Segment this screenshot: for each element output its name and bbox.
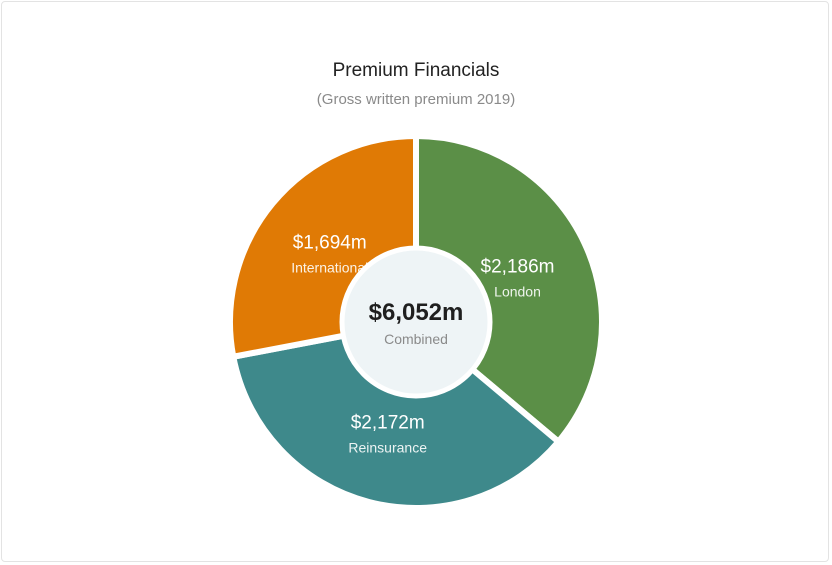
slice-value-label-international: $1,694m bbox=[293, 233, 367, 254]
slice-labels-group: $2,186m London $2,172m Reinsurance $1,694m In… bbox=[291, 233, 554, 456]
center-total-label: Combined bbox=[384, 331, 448, 347]
chart-subtitle: (Gross written premium 2019) bbox=[316, 91, 516, 108]
slice-name-label-reinsurance: Reinsurance bbox=[348, 439, 427, 455]
slice-name-label-london: London bbox=[494, 284, 541, 300]
slice-value-label-reinsurance: $2,172m bbox=[351, 412, 425, 433]
center-hub bbox=[339, 245, 493, 399]
slice-london[interactable] bbox=[413, 133, 605, 445]
slice-value-label-london: $2,186m bbox=[481, 257, 555, 278]
chart-title: Premium Financials bbox=[332, 60, 500, 81]
center-total-value: $6,052m bbox=[369, 299, 464, 326]
slice-reinsurance[interactable] bbox=[230, 319, 562, 511]
slice-name-label-international: International bbox=[291, 260, 368, 276]
